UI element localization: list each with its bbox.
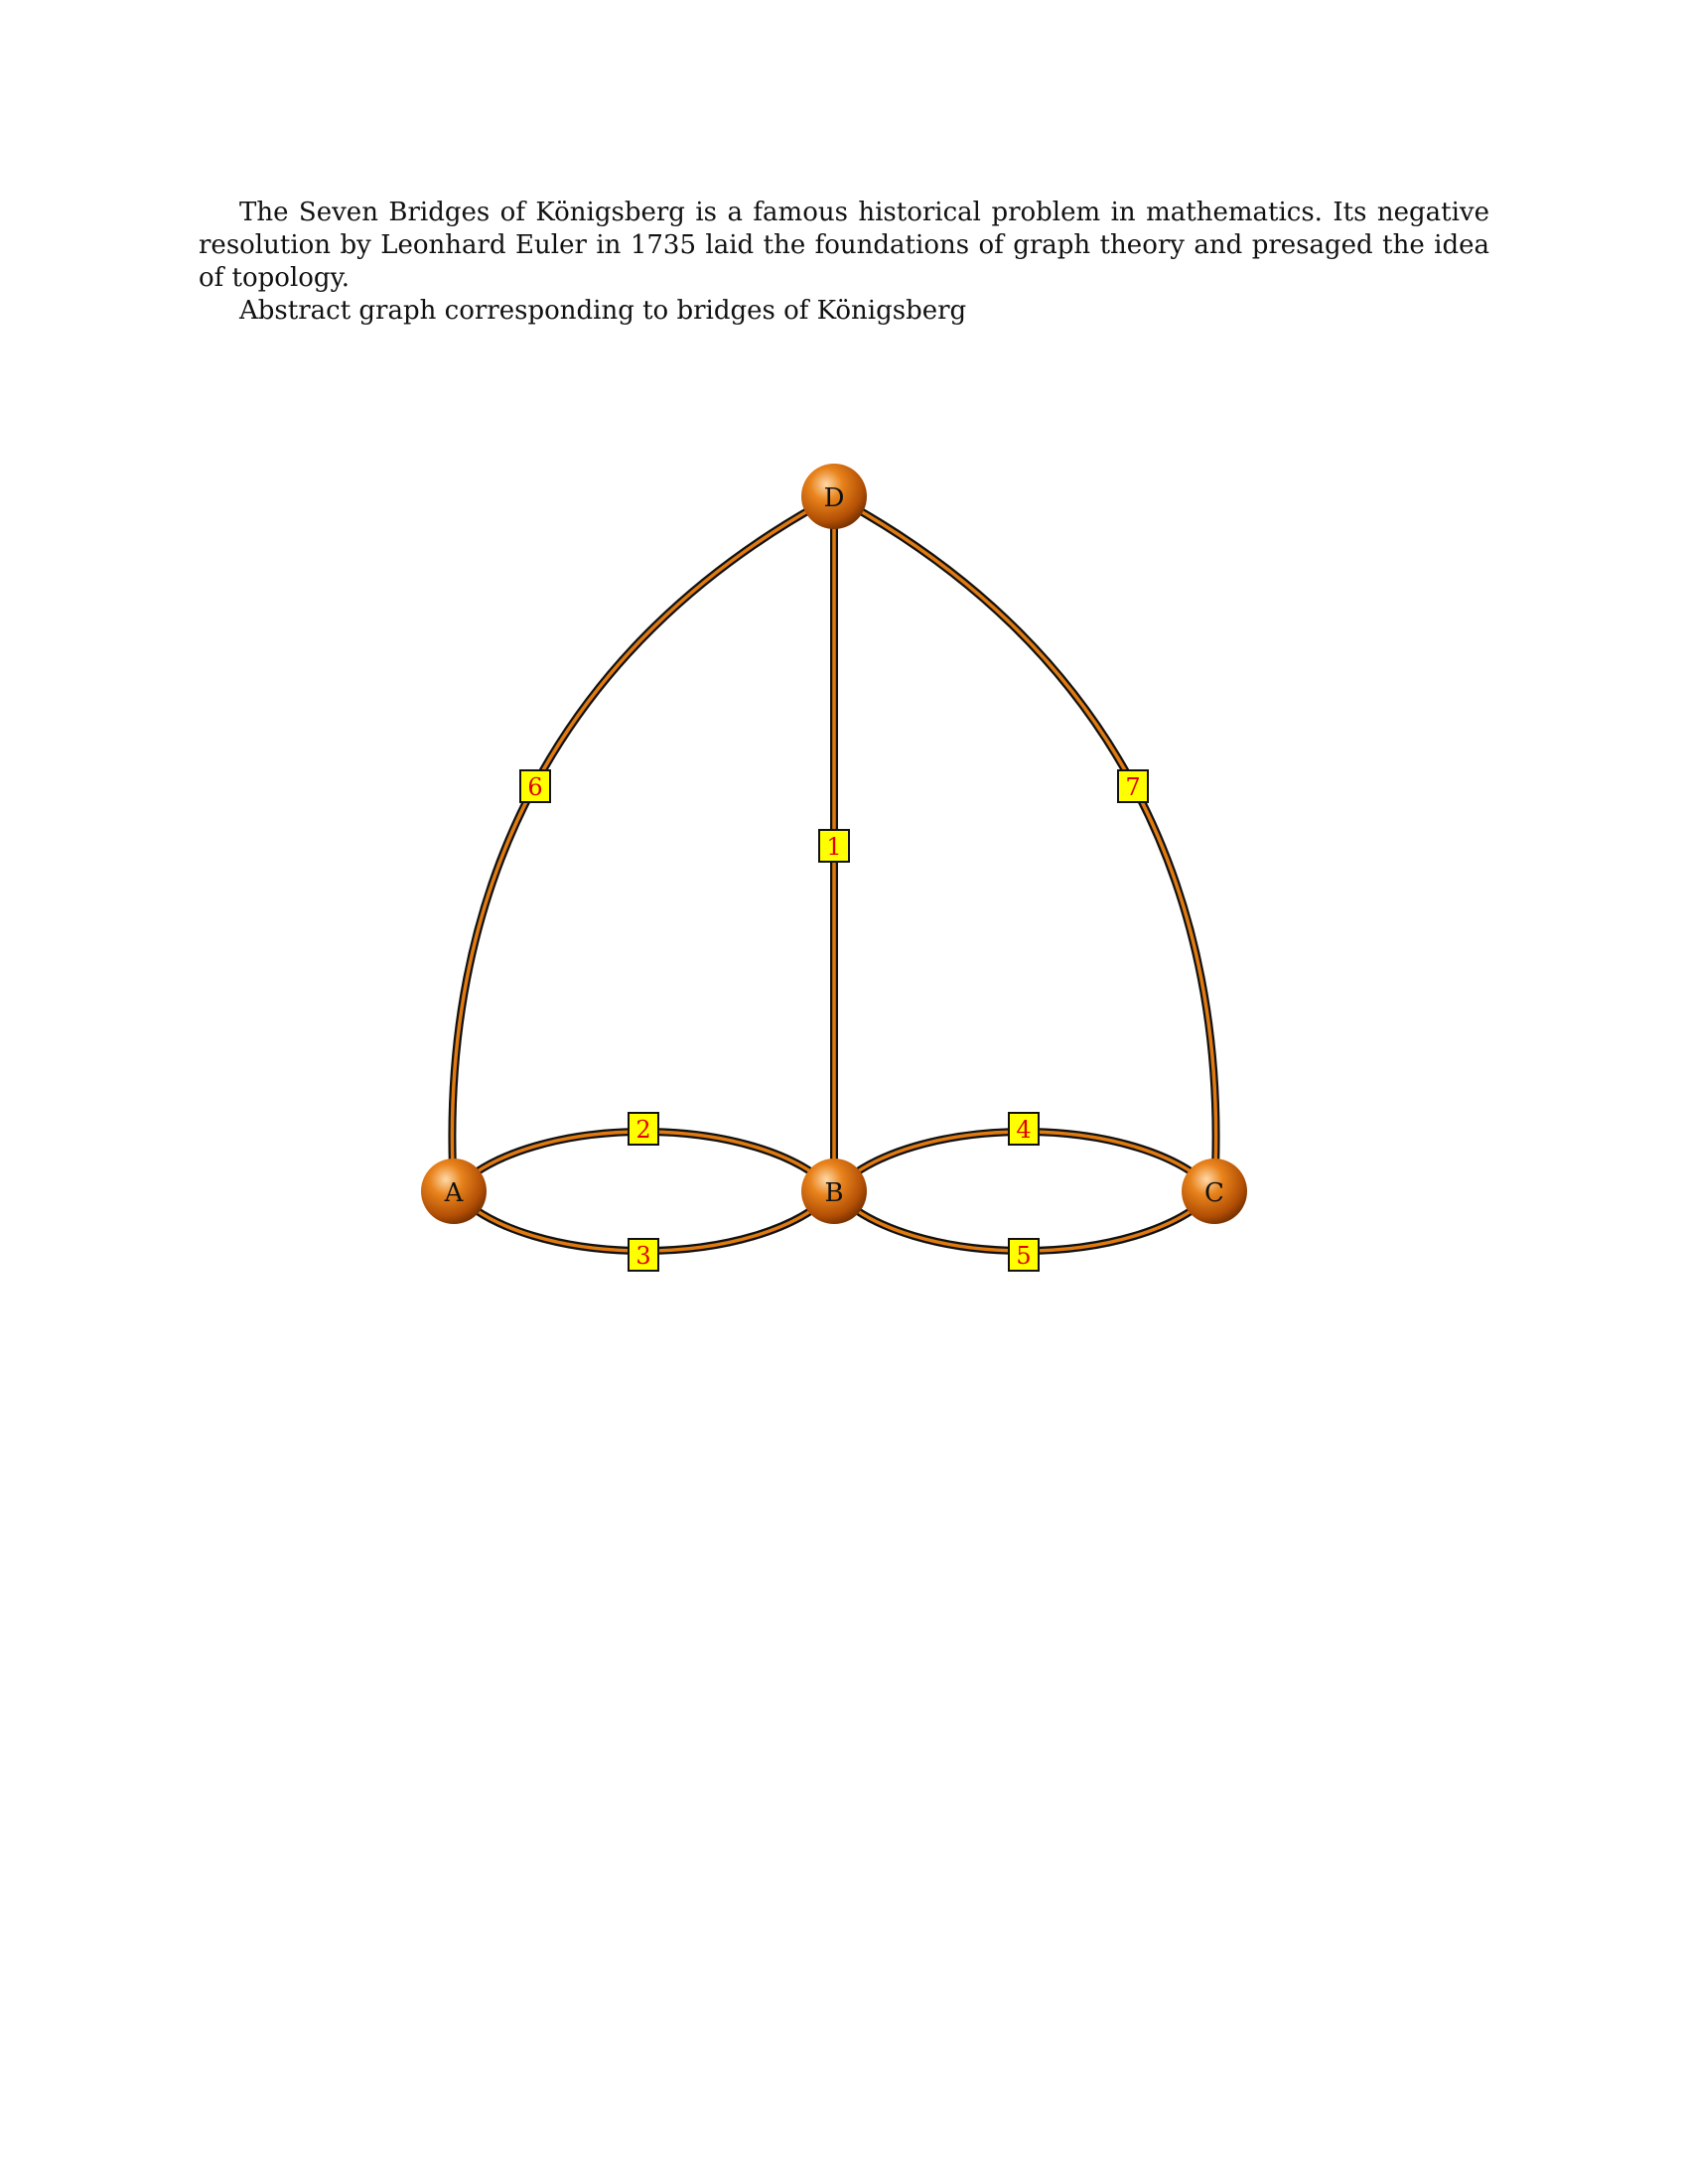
bridge-label-text: 5 [1016, 1242, 1031, 1270]
node-A: A [421, 1159, 487, 1224]
bridge-label-2: 2 [628, 1112, 659, 1146]
node-B: B [801, 1159, 867, 1224]
graph-caption: Abstract graph corresponding to bridges … [239, 296, 967, 326]
nodes: D A B C [421, 464, 1247, 1224]
bridge-label-text: 3 [635, 1242, 650, 1270]
description-text: The Seven Bridges of Königsberg is a fam… [199, 197, 1489, 328]
bridge-label-text: 7 [1125, 773, 1140, 801]
bridge-label-5: 5 [1008, 1238, 1040, 1272]
bridge-label-3: 3 [628, 1238, 659, 1272]
edges [448, 492, 1220, 1255]
node-label: C [1204, 1178, 1224, 1208]
bridge-label-text: 6 [527, 773, 542, 801]
bridge-label-7: 7 [1117, 769, 1149, 803]
bridge-label-text: 1 [826, 833, 841, 861]
bridge-label-6: 6 [519, 769, 551, 803]
bridge-label-text: 2 [635, 1116, 650, 1144]
intro-paragraph: The Seven Bridges of Königsberg is a fam… [199, 198, 1489, 293]
node-label: B [824, 1178, 843, 1208]
node-D: D [801, 464, 867, 529]
bridge-labels: 1 2 3 4 5 6 7 [519, 769, 1149, 1272]
node-C: C [1182, 1159, 1247, 1224]
bridge-label-text: 4 [1016, 1116, 1031, 1144]
bridge-edge-7 [832, 492, 1220, 1192]
bridge-edge-6 [448, 492, 836, 1192]
bridge-label-1: 1 [818, 829, 850, 863]
node-label: A [444, 1178, 465, 1208]
bridge-label-4: 4 [1008, 1112, 1040, 1146]
node-label: D [824, 483, 845, 513]
